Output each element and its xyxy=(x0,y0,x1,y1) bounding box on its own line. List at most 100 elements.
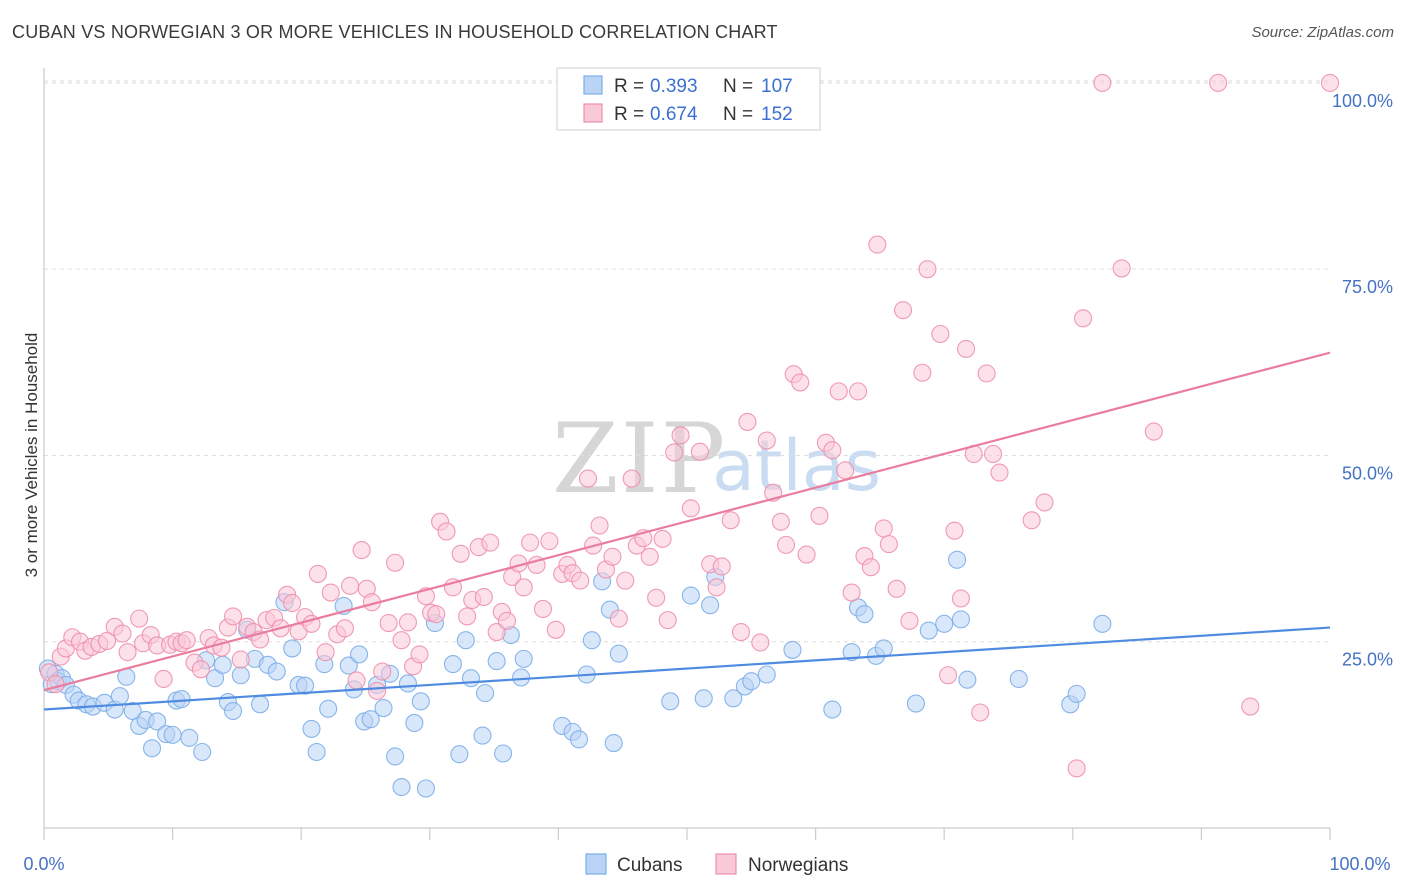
norwegians-point-42 xyxy=(316,643,335,662)
norwegians-point-37 xyxy=(283,593,302,613)
norwegians-point-116 xyxy=(791,373,810,392)
norwegians-point-29 xyxy=(231,650,250,669)
cubans-point-27 xyxy=(213,655,232,674)
cubans-point-57 xyxy=(411,692,430,711)
cubans-point-62 xyxy=(456,631,475,650)
cubans-point-33 xyxy=(250,695,270,714)
cubans-point-69 xyxy=(512,668,531,687)
cubans-point-22 xyxy=(172,690,191,709)
norwegians-point-99 xyxy=(658,611,677,630)
cubans-point-58 xyxy=(416,779,435,798)
x-ticks xyxy=(43,828,1331,840)
y-tick-label-50: 50.0% xyxy=(1342,463,1393,483)
cubans-point-90 xyxy=(823,700,842,719)
legend-r-value-norwegians: 0.674 xyxy=(650,104,698,125)
cubans-point-54 xyxy=(392,777,411,797)
norwegians-point-97 xyxy=(647,588,666,607)
norwegians-point-153 xyxy=(1241,697,1260,716)
norwegians-point-86 xyxy=(578,469,598,488)
norwegians-point-143 xyxy=(984,444,1003,464)
norwegians-point-46 xyxy=(341,576,360,595)
cubans-point-24 xyxy=(193,742,212,762)
cubans-point-55 xyxy=(398,674,417,693)
norwegians-point-121 xyxy=(829,382,848,401)
cubans-point-61 xyxy=(450,745,469,764)
y-tick-labels: 25.0% 50.0% 75.0% 100.0% xyxy=(1332,91,1393,670)
cubans-point-88 xyxy=(757,665,776,684)
cubans-point-20 xyxy=(163,725,182,744)
norwegians-point-148 xyxy=(1074,309,1093,328)
norwegians-point-133 xyxy=(913,363,932,382)
norwegians-point-141 xyxy=(971,703,990,722)
norwegians-point-47 xyxy=(347,671,366,690)
norwegians-point-63 xyxy=(437,522,456,541)
x-tick-label-max: 100.0% xyxy=(1329,854,1390,874)
cubans-trend-line xyxy=(43,626,1331,711)
norwegians-point-96 xyxy=(640,547,659,566)
cubans-point-75 xyxy=(582,631,601,650)
cubans-point-40 xyxy=(302,719,321,738)
cubans-point-56 xyxy=(405,713,424,732)
cubans-point-53 xyxy=(386,747,405,766)
cubans-point-29 xyxy=(223,701,243,721)
norwegians-point-52 xyxy=(373,662,392,681)
norwegians-point-51 xyxy=(368,681,387,700)
norwegians-point-69 xyxy=(474,587,493,607)
cubans-point-101 xyxy=(958,670,977,689)
cubans-point-70 xyxy=(514,649,533,668)
bottom-legend-swatch-cubans xyxy=(585,853,607,875)
cubans-point-80 xyxy=(661,692,680,711)
norwegians-point-80 xyxy=(540,532,559,551)
legend-r-label-cubans: R = xyxy=(614,76,644,97)
norwegians-point-150 xyxy=(1112,259,1131,278)
norwegians-point-101 xyxy=(671,426,690,445)
cubans-point-100 xyxy=(951,610,970,629)
norwegians-point-114 xyxy=(776,535,796,554)
x-tick-label-min: 0.0% xyxy=(23,854,64,874)
norwegians-point-108 xyxy=(731,622,751,642)
norwegians-point-85 xyxy=(571,571,590,590)
norwegians-point-12 xyxy=(118,643,137,662)
norwegians-point-76 xyxy=(514,578,533,597)
cubans-point-39 xyxy=(296,676,315,695)
norwegians-point-61 xyxy=(427,605,446,624)
norwegians-point-45 xyxy=(335,619,354,638)
cubans-point-35 xyxy=(267,662,286,681)
cubans-point-98 xyxy=(935,614,954,633)
cubans-point-45 xyxy=(339,656,358,675)
norwegians-point-93 xyxy=(622,469,641,488)
norwegians-point-144 xyxy=(990,463,1009,482)
cubans-point-37 xyxy=(283,639,302,658)
norwegians-point-17 xyxy=(154,669,173,689)
norwegians-point-118 xyxy=(810,506,829,525)
norwegians-point-92 xyxy=(616,571,635,590)
cubans-point-41 xyxy=(307,742,326,762)
gridlines xyxy=(44,80,1330,643)
norwegians-point-54 xyxy=(386,553,405,572)
cubans-point-99 xyxy=(948,550,967,569)
norwegians-point-43 xyxy=(321,583,340,602)
cubans-point-78 xyxy=(604,734,623,753)
norwegians-point-1 xyxy=(46,675,65,694)
norwegians-point-109 xyxy=(738,412,757,431)
norwegians-point-154 xyxy=(1320,73,1340,92)
cubans-points xyxy=(38,550,1112,798)
norwegians-point-81 xyxy=(546,620,565,639)
norwegians-point-117 xyxy=(797,545,816,564)
norwegians-point-107 xyxy=(721,511,740,530)
source-credit: Source: ZipAtlas.com xyxy=(1251,24,1394,41)
norwegians-point-134 xyxy=(918,260,937,279)
bottom-legend-label-norwegians: Norwegians xyxy=(748,855,848,876)
cubans-point-17 xyxy=(142,739,162,758)
trend-lines xyxy=(43,351,1331,711)
norwegians-point-103 xyxy=(690,442,709,461)
watermark-atlas: atlas xyxy=(712,425,881,507)
cubans-point-47 xyxy=(350,645,369,664)
norwegians-point-53 xyxy=(379,614,398,633)
cubans-point-18 xyxy=(148,712,167,731)
cubans-point-73 xyxy=(569,730,589,749)
norwegians-point-21 xyxy=(177,631,196,650)
legend-r-label-norwegians: R = xyxy=(614,104,644,125)
legend-n-value-cubans: 107 xyxy=(761,76,793,97)
